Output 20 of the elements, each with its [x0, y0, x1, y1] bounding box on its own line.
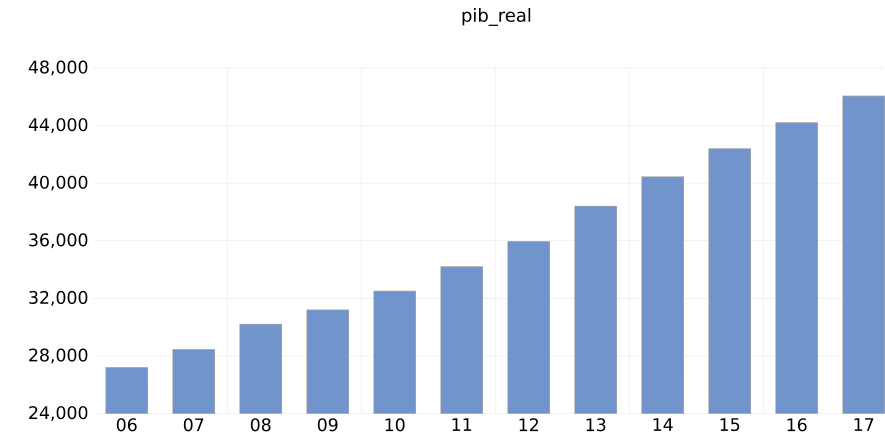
x-tick-label: 15: [720, 418, 740, 431]
x-tick-label: 16: [788, 418, 807, 432]
x-tick-label: 08: [250, 418, 271, 432]
x-tick-label: 11: [452, 418, 472, 431]
chart-title: pib_real: [462, 8, 530, 26]
y-tick-label: 48,000: [28, 60, 88, 76]
x-tick-label: 10: [386, 418, 405, 432]
x-tick-label: 12: [520, 418, 538, 431]
x-tick-label: 09: [318, 418, 338, 432]
x-tick-label: 14: [654, 418, 673, 431]
y-tick-label: 28,000: [29, 348, 88, 364]
y-tick-label: 36,000: [29, 233, 88, 248]
x-tick-label: 17: [854, 418, 874, 431]
y-tick-label: 44,000: [28, 118, 88, 133]
y-tick-label: 40,000: [28, 175, 88, 190]
x-tick-label: 06: [116, 418, 137, 432]
x-tick-label: 13: [586, 418, 606, 432]
x-tick-label: 07: [184, 418, 204, 432]
y-tick-label: 24,000: [29, 406, 88, 421]
y-tick-label: 32,000: [29, 290, 88, 306]
